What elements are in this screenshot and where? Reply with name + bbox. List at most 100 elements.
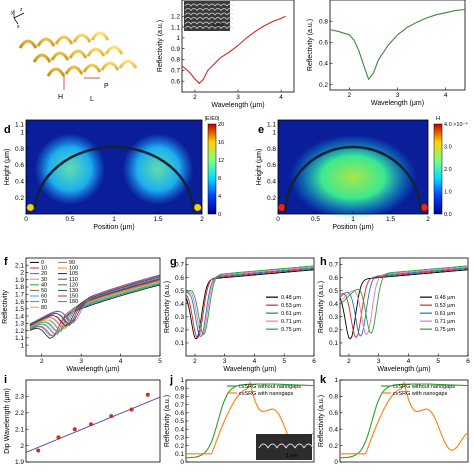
d-xtick-label-2: 1 — [112, 216, 116, 223]
f-legend-label-105: 105 — [69, 271, 78, 277]
h-legend-label-0: 0.48 μm — [435, 295, 455, 301]
f-legend-label-90: 90 — [69, 260, 75, 266]
i-ytick-label-3: 2.2 — [15, 410, 24, 417]
panel-c: 2 3 4 0.2 0.4 0.6 0.8 Wavelength (μm) Reflectivi… — [307, 0, 466, 107]
e-xtick-label-2: 1 — [351, 216, 355, 223]
e-colorbar-title: H — [436, 116, 440, 122]
b-ytick-label-6: 1.2 — [171, 13, 180, 20]
f-ytick-label-4: 1.4 — [15, 313, 24, 320]
f-legend-label-110: 110 — [69, 277, 78, 283]
k-legend-label-0: cvSRG without nanogaps — [393, 384, 455, 390]
f-legend-label-130: 130 — [69, 288, 78, 294]
d-ytick-label-3: 0.8 — [15, 146, 24, 153]
d-colorbar-tick-5: 20 — [218, 122, 224, 128]
f-ytick-label-10: 2 — [20, 270, 24, 277]
h-plot-frame — [339, 257, 469, 357]
panel-k: 0 0.2 0.4 0.6 0.8 1 Reflectivity (a.u.) cvSRG w… — [318, 377, 469, 466]
d-colorbar — [207, 123, 217, 215]
j-scale-bar-label: 1 μm — [286, 453, 299, 459]
e-field-core — [290, 134, 416, 220]
b-sem-ridge-row — [184, 26, 234, 29]
axis-x-label: x — [17, 24, 20, 30]
f-legend-label-80: 80 — [41, 305, 47, 311]
j-legend-label-1: cvSRG with nanogaps — [239, 391, 294, 397]
b-ytick-label-5: 1.1 — [171, 24, 180, 31]
j-sem-inset-bg — [256, 434, 312, 460]
e-y-axis-title: Height (μm) — [256, 149, 263, 186]
f-legend-label-100: 100 — [69, 266, 78, 272]
f-curve-40 — [29, 282, 161, 335]
panel-i: 1.9 2 2.1 2.2 2.3 Dip Wavelength (μm) — [4, 379, 161, 466]
i-data-point-2 — [72, 427, 77, 432]
e-colorbar-tick-3: 3.0 — [444, 145, 452, 151]
e-xtick-label-0: 0 — [276, 216, 280, 223]
panel-label-g: g — [170, 256, 177, 268]
c-ytick-label-0: 0.2 — [319, 82, 328, 89]
g-xtick-label-3: 5 — [282, 358, 286, 365]
d-colorbar-tick-4: 16 — [218, 140, 224, 146]
h-y-axis-title: Reflectivity (a.u.) — [318, 281, 325, 333]
h-ytick-label-5: 0.6 — [329, 275, 338, 282]
f-legend-label-60: 60 — [41, 294, 47, 300]
h-ytick-label-4: 0.5 — [329, 288, 338, 295]
j-ytick-label-0: 0 — [180, 459, 184, 466]
g-plot-frame — [185, 257, 315, 357]
panel-label-d: d — [4, 124, 11, 136]
g-legend-label-2: 0.61 μm — [281, 311, 301, 317]
f-y-axis-title: Reflectivity — [2, 290, 9, 324]
g-legend-label-0: 0.48 μm — [281, 295, 301, 301]
f-ytick-label-5: 1.5 — [15, 306, 24, 313]
g-curve-2 — [185, 267, 315, 338]
g-ytick-label-1: 0.2 — [175, 327, 184, 334]
j-legend-label-0: cvSRG without nanogaps — [239, 384, 301, 390]
k-legend-label-1: cvSRG with nanogaps — [393, 391, 448, 397]
c-ytick-label-1: 0.4 — [319, 61, 328, 68]
i-ytick-label-1: 2 — [20, 443, 24, 450]
g-ytick-label-3: 0.4 — [175, 301, 184, 308]
c-x-axis-title: Wavelength (μm) — [371, 100, 424, 107]
f-curve-100 — [29, 280, 161, 329]
g-xtick-label-0: 2 — [193, 358, 197, 365]
h-legend-label-3: 0.71 μm — [435, 319, 455, 325]
f-curve-130 — [29, 278, 161, 326]
f-xtick-label-0: 2 — [40, 358, 44, 365]
d-ridge-outline — [33, 145, 195, 213]
b-xtick-label-2: 4 — [279, 94, 283, 101]
g-curve-3 — [185, 266, 315, 337]
b-y-axis-title: Reflectivity (a.u.) — [157, 20, 164, 72]
f-ytick-label-3: 1.3 — [15, 321, 24, 328]
e-colorbar — [433, 123, 443, 215]
d-colorbar-tick-3: 12 — [218, 158, 224, 164]
h-ytick-label-3: 0.4 — [329, 301, 338, 308]
e-colorbar-tick-0: 0.0 — [444, 212, 452, 218]
e-ridge-outline — [284, 145, 422, 213]
b-sem-ridge-row — [184, 17, 234, 20]
i-data-point-0 — [36, 448, 41, 453]
g-legend-label-1: 0.53 μm — [281, 303, 301, 309]
k-ytick-label-1: 0.2 — [329, 443, 338, 450]
f-legend-label-20: 20 — [41, 271, 47, 277]
f-ytick-label-11: 2.1 — [15, 262, 24, 269]
d-hotspot-right — [194, 203, 202, 211]
e-hotspot-left — [278, 203, 286, 211]
b-sem-ridge-row — [184, 21, 234, 25]
grating-schematic: y z x H P L — [11, 7, 138, 103]
panel-j: 00.10.20.3 0.40.50.60.70.8 0.91 Reflectivit… — [164, 377, 315, 466]
i-data-point-6 — [145, 392, 150, 397]
panel-g: 2 3 4 5 6 0.1 0.2 0.3 0.4 0.5 0.6 0.7 Wavelength (μm… — [164, 257, 316, 373]
f-ytick-label-9: 1.9 — [15, 277, 24, 284]
length-L-label: L — [90, 96, 94, 103]
g-ytick-label-5: 0.6 — [175, 275, 184, 282]
f-curve-80 — [29, 281, 161, 332]
i-plot-frame — [25, 379, 161, 463]
f-curve-180 — [29, 277, 161, 325]
g-x-axis-title: Wavelength (μm) — [223, 366, 276, 373]
g-ytick-label-0: 0.1 — [175, 340, 184, 347]
d-colorbar-title: |E/E0| — [205, 116, 220, 122]
h-ytick-label-2: 0.3 — [329, 314, 338, 321]
d-xtick-label-4: 2 — [200, 216, 204, 223]
f-plot-frame — [25, 257, 161, 357]
period-P-label: P — [104, 83, 109, 90]
